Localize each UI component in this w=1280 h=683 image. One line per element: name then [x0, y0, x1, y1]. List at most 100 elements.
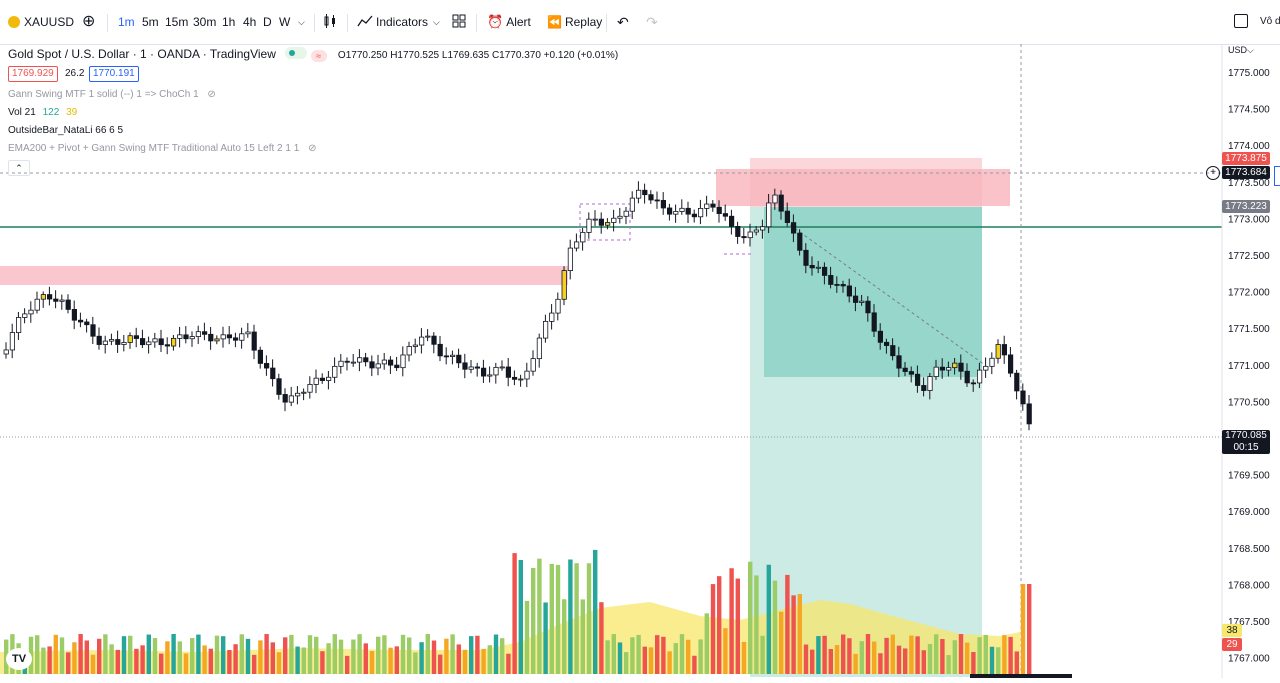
volume-bar [946, 655, 951, 674]
delay-icon[interactable]: ≈ [310, 50, 327, 62]
price-tick-label: 1775.000 [1228, 68, 1270, 79]
volume-bar [766, 564, 771, 674]
chevron-down-icon[interactable]: ⌵ [298, 17, 305, 27]
currency-selector[interactable]: USD⌵ [1228, 44, 1254, 56]
eye-hidden-icon[interactable]: ⊘ [207, 89, 216, 100]
volume-bar [183, 653, 189, 674]
candle-body [59, 299, 65, 302]
candle-body [121, 342, 127, 345]
candle-body [977, 369, 983, 384]
ask-price-button[interactable]: 1770.191 [89, 66, 139, 82]
candle-body [877, 330, 884, 343]
candle-body [555, 298, 561, 314]
alert-button[interactable]: ⏰ Alert [487, 12, 531, 32]
volume-bar [903, 648, 908, 674]
price-chart[interactable]: 1775.000 1774.500 1774.000 1773.500 1773.000… [0, 44, 1280, 678]
indicator-ema-pivot[interactable]: EMA200 + Pivot + Gann Swing MTF Traditio… [8, 141, 316, 157]
candle-body [418, 336, 425, 346]
candle-body [623, 210, 629, 217]
candle-body [710, 203, 716, 208]
volume-bar [481, 648, 486, 674]
currency-label: USD [1228, 45, 1248, 55]
price-tick-label: 1769.000 [1228, 507, 1270, 518]
volume-bar [357, 634, 362, 674]
interval-15m[interactable]: 15m [165, 15, 189, 29]
volume-bar [363, 643, 368, 674]
compare-plus-icon[interactable]: ⊕ [82, 13, 96, 30]
market-status-icon[interactable] [285, 47, 308, 59]
candle-body [214, 338, 220, 342]
series-legend[interactable]: Gold Spot / U.S. Dollar · 1 · OANDA · Tr… [8, 46, 618, 64]
candle-body [170, 337, 177, 347]
indicators-button[interactable]: Indicators [357, 12, 428, 32]
volume-bar [549, 563, 554, 674]
volume-bar [239, 634, 244, 674]
volume-bar [369, 650, 375, 674]
volume-bar [872, 641, 877, 674]
candle-body [177, 334, 183, 339]
volume-bar [314, 636, 319, 674]
price-tick-label: 1773.500 [1228, 178, 1270, 189]
candle-body [722, 213, 729, 217]
volume-bar [568, 559, 573, 674]
volume-bar [847, 638, 852, 674]
candle-body [530, 358, 536, 372]
volume-bar [958, 634, 964, 674]
chart-area[interactable]: 1775.000 1774.500 1774.000 1773.500 1773.000… [0, 44, 1280, 678]
fullscreen-checkbox-icon[interactable] [1234, 12, 1248, 32]
volume-ma-tag: 38 [1222, 624, 1242, 637]
candle-body [1014, 372, 1020, 392]
candle-body [53, 298, 59, 302]
candle-body [276, 378, 282, 395]
candle-body [71, 309, 77, 321]
interval-1m[interactable]: 1m [118, 15, 135, 29]
crosshair-plus-icon[interactable]: + [1206, 166, 1220, 180]
symbol-search[interactable]: XAUUSD [8, 12, 74, 32]
candle-body [797, 232, 803, 251]
volume-bar [828, 648, 833, 674]
redo-icon[interactable]: ↷ [646, 14, 658, 30]
price-tag-red: 1773.875 [1222, 152, 1270, 165]
interval-1h[interactable]: 1h [222, 15, 236, 29]
indicator-ema-label: EMA200 + Pivot + Gann Swing MTF Traditio… [8, 143, 300, 154]
interval-d[interactable]: D [263, 15, 272, 29]
indicator-outside-bar[interactable]: OutsideBar_NataLi 66 6 5 [8, 125, 124, 136]
layout-grid-icon[interactable] [452, 12, 466, 32]
chevron-down-icon[interactable]: ⌵ [433, 17, 440, 27]
volume-bar [469, 636, 474, 674]
interval-4h[interactable]: 4h [243, 15, 257, 29]
candles-icon[interactable] [322, 12, 338, 32]
volume-bar [128, 635, 133, 674]
interval-5m[interactable]: 5m [142, 15, 159, 29]
volume-bar [710, 584, 716, 674]
indicator-gann-swing[interactable]: Gann Swing MTF 1 solid (--) 1 => ChoCh 1… [8, 87, 216, 103]
collapse-legend-icon[interactable]: ⌃ [8, 160, 30, 176]
time-scrollbar[interactable] [970, 674, 1072, 678]
tradingview-logo-icon[interactable]: TV [6, 648, 32, 670]
candle-body [890, 345, 896, 357]
replay-button[interactable]: ⏪ Replay [547, 12, 602, 32]
indicator-volume[interactable]: Vol 21 122 39 [8, 105, 77, 121]
price-axis[interactable]: 1775.000 1774.500 1774.000 1773.500 1773.000… [1228, 68, 1270, 665]
volume-bar [270, 642, 275, 674]
eye-hidden-icon[interactable]: ⊘ [308, 143, 317, 154]
volume-bar [989, 646, 995, 674]
candle-body [803, 249, 809, 266]
volume-bar [655, 635, 660, 674]
volume-bar [816, 636, 821, 674]
candle-body [115, 339, 121, 345]
candle-body [636, 189, 642, 199]
undo-icon[interactable]: ↶ [617, 14, 629, 30]
candle-body [406, 346, 412, 356]
volume-bar [190, 638, 195, 674]
volume-value-2: 39 [66, 107, 78, 118]
interval-30m[interactable]: 30m [193, 15, 217, 29]
replay-label: Replay [564, 15, 603, 29]
volume-bar [698, 639, 703, 674]
volume-bar [413, 652, 418, 674]
bid-price-button[interactable]: 1769.929 [8, 66, 58, 82]
interval-w[interactable]: W [279, 15, 291, 29]
save-label[interactable]: Vô d [1260, 16, 1280, 27]
volume-bar [53, 634, 58, 674]
candle-body [1008, 354, 1014, 374]
